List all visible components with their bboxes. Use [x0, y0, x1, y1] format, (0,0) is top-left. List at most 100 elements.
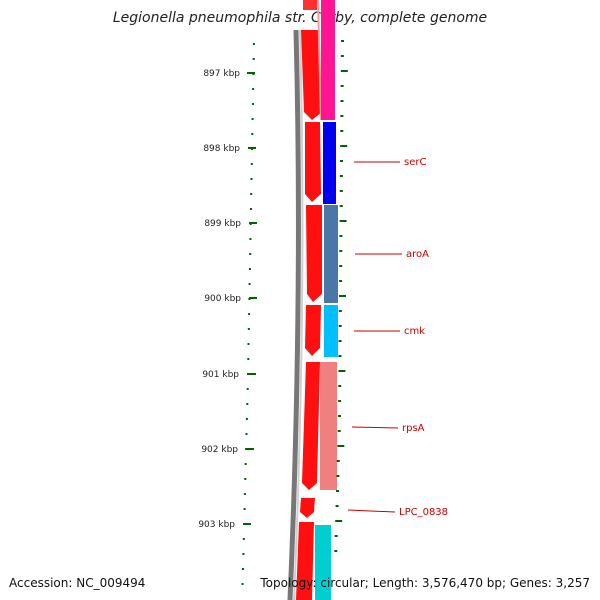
- gene-label-cmk[interactable]: cmk: [404, 326, 425, 337]
- minor-tick: [335, 505, 339, 507]
- minor-tick: [249, 238, 252, 240]
- minor-tick: [338, 370, 346, 372]
- minor-tick: [241, 583, 244, 585]
- minor-tick: [336, 490, 339, 492]
- minor-tick: [251, 133, 254, 135]
- minor-tick: [248, 283, 251, 285]
- minor-tick: [250, 193, 253, 195]
- minor-tick: [339, 280, 343, 282]
- minor-tick: [251, 118, 254, 120]
- minor-tick: [335, 520, 343, 522]
- minor-tick: [339, 265, 343, 267]
- minor-tick: [243, 493, 246, 495]
- forward-strand: [296, 0, 322, 600]
- gene-label-rpsA[interactable]: rpsA: [402, 423, 425, 434]
- minor-tick: [338, 415, 341, 417]
- gene-block-serC[interactable]: [323, 122, 336, 204]
- minor-tick: [337, 430, 341, 432]
- gene-label-serC[interactable]: serC: [404, 157, 426, 168]
- backbone-line: [287, 29, 301, 600]
- minor-tick: [242, 553, 245, 555]
- minor-tick: [339, 250, 343, 252]
- minor-tick: [334, 535, 338, 537]
- minor-tick: [252, 43, 255, 45]
- gene-arrow[interactable]: [306, 205, 322, 302]
- strand-highlight: [317, 0, 322, 121]
- minor-tick: [252, 58, 255, 60]
- minor-tick: [340, 145, 348, 147]
- minor-tick: [334, 550, 338, 552]
- ruler-label-897: 897 kbp: [203, 69, 240, 79]
- gene-block-rpsA[interactable]: [320, 362, 337, 490]
- minor-tick: [246, 388, 249, 390]
- ruler-labels: 897 kbp 898 kbp 899 kbp 900 kbp 901 kbp …: [198, 69, 257, 530]
- minor-tick: [340, 70, 348, 72]
- minor-tick: [340, 115, 344, 117]
- minor-tick: [339, 190, 343, 192]
- minor-tick: [339, 175, 343, 177]
- minor-tick: [339, 295, 346, 297]
- gene-arrow[interactable]: [305, 122, 321, 202]
- minor-tick: [242, 538, 245, 540]
- leader-line: [351, 426, 399, 429]
- minor-tick: [250, 208, 252, 210]
- gene-block-aroA[interactable]: [324, 205, 338, 303]
- minor-tick: [341, 40, 344, 42]
- gene-arrow[interactable]: [296, 522, 314, 600]
- gene-block-cmk[interactable]: [324, 305, 338, 357]
- backbone-shadow: [293, 29, 304, 600]
- ruler-ticks: [241, 40, 348, 585]
- minor-tick: [340, 160, 343, 162]
- gene-arrow[interactable]: [300, 498, 315, 518]
- minor-tick: [252, 88, 255, 90]
- minor-tick: [338, 355, 342, 357]
- ruler-label-899: 899 kbp: [204, 219, 241, 229]
- minor-tick: [338, 385, 342, 387]
- minor-tick: [339, 205, 343, 207]
- minor-tick: [247, 328, 250, 330]
- minor-tick: [336, 460, 340, 462]
- genome-stats-text: Topology: circular; Length: 3,576,470 bp…: [260, 576, 590, 590]
- minor-tick: [337, 445, 345, 447]
- gene-arrow[interactable]: [301, 30, 322, 120]
- reverse-strand: [315, 0, 338, 600]
- ruler-label-903: 903 kbp: [198, 520, 235, 530]
- minor-tick: [242, 568, 244, 570]
- gene-block-top[interactable]: [321, 0, 335, 120]
- minor-tick: [336, 475, 340, 477]
- gene-arrow[interactable]: [303, 0, 317, 10]
- minor-tick: [339, 220, 347, 222]
- gene-label-LPC_0838[interactable]: LPC_0838: [399, 507, 448, 518]
- minor-tick: [340, 85, 344, 87]
- minor-tick: [248, 313, 251, 315]
- gene-block-bottom[interactable]: [315, 525, 331, 600]
- minor-tick: [250, 163, 253, 165]
- minor-tick: [243, 508, 246, 510]
- minor-tick: [245, 433, 248, 435]
- minor-tick: [245, 418, 248, 420]
- minor-tick: [249, 253, 252, 255]
- ruler-label-900: 900 kbp: [204, 294, 241, 304]
- minor-tick: [247, 358, 250, 360]
- minor-tick: [340, 55, 344, 57]
- accession-text: Accession: NC_009494: [9, 576, 146, 590]
- minor-tick: [244, 478, 247, 480]
- minor-tick: [247, 343, 250, 345]
- ruler-label-902: 902 kbp: [201, 445, 238, 455]
- gene-label-aroA[interactable]: aroA: [406, 249, 429, 260]
- minor-tick: [340, 100, 344, 102]
- minor-tick: [340, 130, 344, 132]
- minor-tick: [339, 235, 343, 237]
- gene-arrow[interactable]: [305, 305, 321, 356]
- gene-arrow[interactable]: [302, 362, 320, 490]
- ruler-label-898: 898 kbp: [203, 144, 240, 154]
- minor-tick: [338, 340, 342, 342]
- ruler-label-901: 901 kbp: [202, 370, 239, 380]
- minor-tick: [244, 463, 247, 465]
- minor-tick: [248, 268, 251, 270]
- leader-line: [347, 509, 396, 513]
- gene-labels: serC aroA cmk rpsA LPC_0838: [347, 157, 448, 518]
- minor-tick: [338, 400, 342, 402]
- minor-tick: [251, 103, 254, 105]
